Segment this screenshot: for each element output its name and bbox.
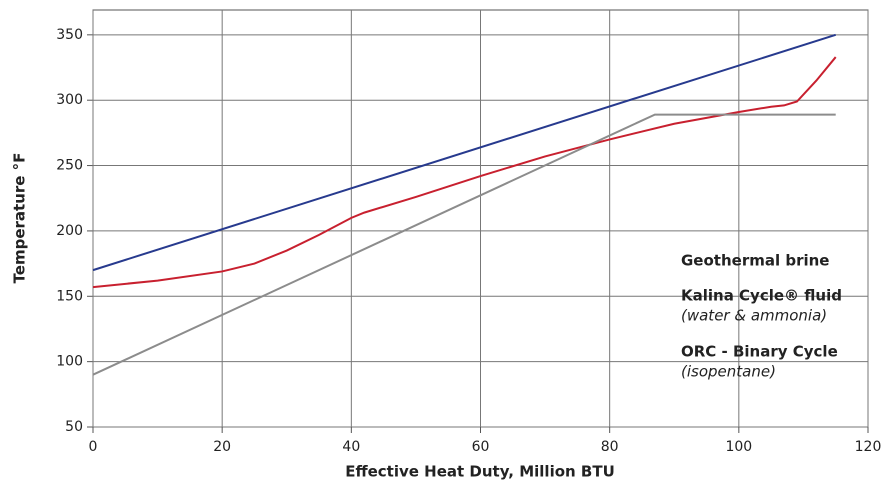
series-line	[92, 33, 837, 272]
y-tick-label: 300	[56, 92, 83, 108]
x-tick-label: 0	[89, 439, 98, 455]
legend-entry: Kalina Cycle® fluid	[681, 287, 842, 305]
legend-entry: Geothermal brine	[681, 252, 829, 270]
y-tick-label: 350	[56, 27, 83, 43]
x-tick-label: 40	[342, 439, 360, 455]
x-axis-label: Effective Heat Duty, Million BTU	[345, 463, 615, 481]
y-tick-label: 100	[56, 354, 83, 370]
x-tick-label: 100	[725, 439, 752, 455]
legend-note: (water & ammonia)	[681, 307, 827, 325]
x-tick-label: 120	[855, 439, 882, 455]
y-tick-label: 200	[56, 223, 83, 239]
x-tick-label: 60	[472, 439, 490, 455]
y-tick-label: 150	[56, 288, 83, 304]
series-line	[92, 113, 836, 376]
x-tick-label: 20	[213, 439, 231, 455]
series-line	[92, 56, 837, 289]
legend-entry: ORC - Binary Cycle	[681, 343, 838, 361]
y-tick-label: 250	[56, 158, 83, 174]
x-tick-label: 80	[601, 439, 619, 455]
y-axis-label: Temperature °F	[11, 153, 29, 284]
legend-note: (isopentane)	[681, 363, 776, 381]
y-tick-label: 50	[65, 419, 83, 435]
